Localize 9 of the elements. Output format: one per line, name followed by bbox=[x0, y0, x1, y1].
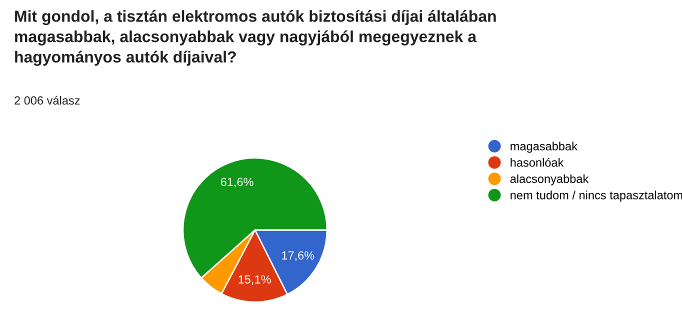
chart-title: Mit gondol, a tisztán elektromos autók biztosítási díjai általában magasabbak, alacsonyabbak vagy nagyjából megegyeznek a hagyományos autók díjaival? bbox=[15, 10, 496, 66]
data-label: 17,6% bbox=[282, 251, 314, 262]
legend-label: nem tudom / nincs tapasztalatom bbox=[510, 190, 682, 202]
legend-label: alacsonyabbak bbox=[510, 174, 589, 186]
legend-label: magasabbak bbox=[510, 142, 578, 153]
data-label: 61,6% bbox=[220, 178, 254, 188]
text: 2 006 válasz bbox=[14, 96, 80, 105]
data-label: 15,1% bbox=[238, 275, 271, 285]
legend-label: hasonlóak bbox=[510, 158, 564, 167]
